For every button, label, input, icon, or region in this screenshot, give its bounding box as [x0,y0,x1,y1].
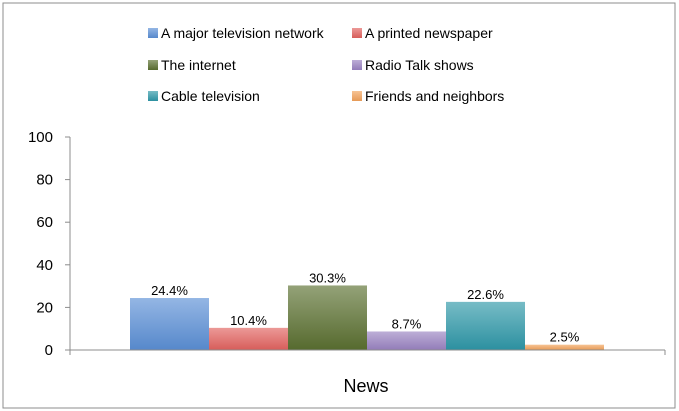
legend-swatch [148,91,158,101]
legend-item: A printed newspaper [352,25,493,41]
legend-swatch [352,28,362,38]
y-tick-label: 20 [36,299,53,316]
data-label: 2.5% [550,330,580,345]
bar [130,298,209,350]
legend-item: A major television network [148,25,325,41]
legend-label: Cable television [161,88,260,104]
data-label: 24.4% [151,283,188,298]
legend: A major television network A printed news… [148,25,504,104]
x-axis: News [69,349,666,396]
legend-item: Radio Talk shows [352,57,474,73]
legend-item: The internet [148,57,236,73]
bar [446,301,525,350]
legend-item: Cable television [148,88,260,104]
bar [367,331,446,350]
bar [288,285,367,350]
data-label: 22.6% [467,287,504,302]
bars: 24.4% 10.4% 30.3% 8.7% 22.6% 2.5% [130,270,604,350]
data-label: 8.7% [392,316,422,331]
y-axis: 0 20 40 60 80 100 [28,129,71,359]
y-tick-label: 60 [36,214,53,231]
bar [525,344,604,350]
y-tick-label: 0 [45,342,53,359]
legend-label: A major television network [161,25,325,41]
x-category-label: News [343,376,388,396]
legend-swatch [352,91,362,101]
legend-label: The internet [161,57,236,73]
legend-label: A printed newspaper [365,25,493,41]
legend-label: Radio Talk shows [365,57,474,73]
y-tick-label: 100 [28,129,53,146]
legend-item: Friends and neighbors [352,88,504,104]
legend-label: Friends and neighbors [365,88,504,104]
data-label: 10.4% [230,313,267,328]
y-tick-label: 40 [36,257,53,274]
data-label: 30.3% [309,270,346,285]
legend-swatch [352,60,362,70]
legend-swatch [148,60,158,70]
bar [209,327,288,350]
y-tick-label: 80 [36,172,53,189]
legend-swatch [148,28,158,38]
